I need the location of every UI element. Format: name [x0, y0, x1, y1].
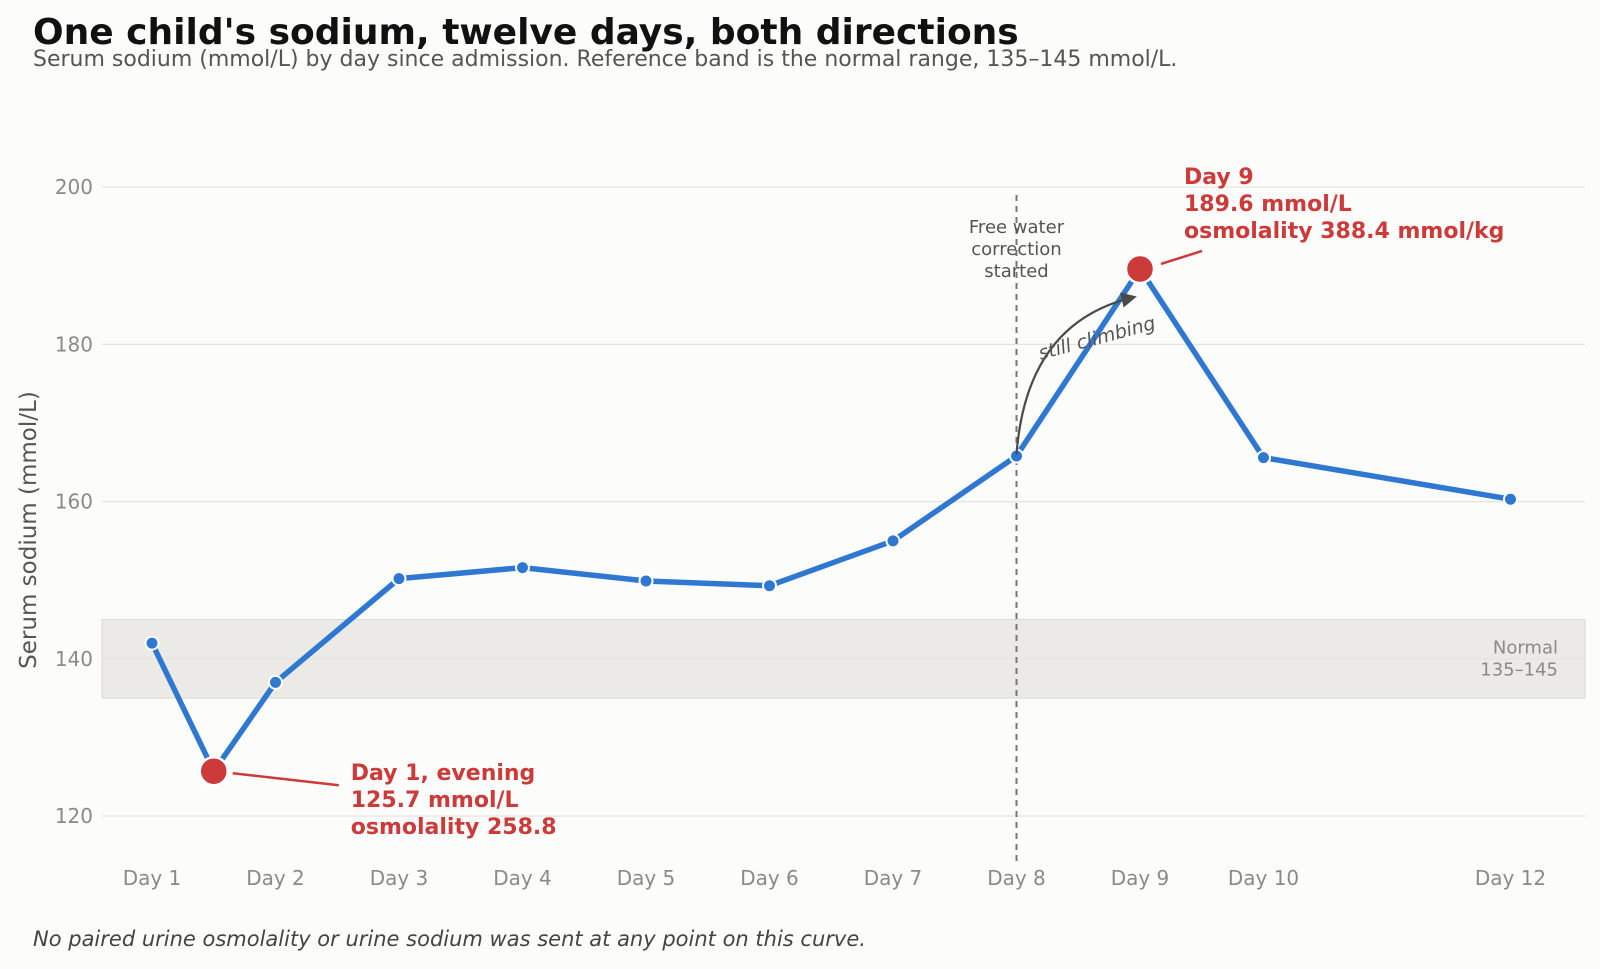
x-axis-ticks: Day 1 Day 2 Day 3 Day 4 Day 5 Day 6 Day 7 Day 8…: [123, 866, 1546, 890]
x-tick-label: Day 10: [1228, 866, 1299, 890]
x-tick-label: Day 8: [987, 866, 1046, 890]
data-point: [762, 578, 777, 594]
y-tick-label: 200: [55, 175, 93, 199]
y-tick-label: 120: [55, 804, 93, 828]
callout-label-line: Day 1, evening: [351, 761, 536, 786]
data-point: [1256, 450, 1271, 466]
gridlines: [102, 186, 1585, 817]
callout-label-line: 125.7 mmol/L: [351, 788, 519, 813]
y-axis-label: Serum sodium (mmol/L): [16, 391, 42, 669]
series-layer: [144, 253, 1518, 787]
data-point: [885, 533, 901, 549]
y-axis-ticks: 120 140 160 180 200: [55, 175, 93, 828]
data-point: [391, 571, 407, 587]
reference-band-label: Normal 135–145: [1480, 638, 1558, 681]
callout-label-line: osmolality 258.8: [351, 815, 557, 840]
x-tick-label: Day 5: [617, 866, 676, 890]
reference-band-label-line: 135–145: [1480, 660, 1558, 681]
callout-label: Day 1, evening 125.7 mmol/L osmolality 258…: [351, 761, 557, 840]
event-label-line: Free water: [969, 217, 1065, 238]
highlight-point: [1124, 253, 1156, 285]
highlight-point: [198, 755, 229, 787]
event-label: Free water correction started: [969, 217, 1065, 282]
callout-label-line: Day 9: [1184, 165, 1254, 190]
data-point: [1503, 491, 1518, 507]
y-tick-label: 180: [55, 332, 93, 356]
event-label-line: started: [984, 261, 1048, 282]
x-tick-label: Day 3: [370, 866, 429, 890]
callout-leader: [232, 771, 339, 787]
data-point: [638, 573, 654, 589]
x-tick-label: Day 1: [123, 866, 182, 890]
data-point: [144, 635, 160, 651]
trend-annotation-label: still climbing: [1036, 312, 1158, 364]
x-tick-label: Day 9: [1111, 866, 1170, 890]
callout-label-line: osmolality 388.4 mmol/kg: [1184, 219, 1504, 244]
footnote: No paired urine osmolality or urine sodi…: [33, 927, 866, 951]
x-tick-label: Day 7: [864, 866, 923, 890]
callout-label-line: 189.6 mmol/L: [1184, 192, 1352, 217]
series-line: [149, 266, 1514, 774]
x-tick-label: Day 4: [493, 866, 552, 890]
chart-title: One child's sodium, twelve days, both di…: [33, 12, 1019, 53]
event-label-line: correction: [971, 239, 1061, 260]
callout-label: Day 9 189.6 mmol/L osmolality 388.4 mmol/k…: [1184, 165, 1504, 244]
reference-band-label-line: Normal: [1493, 638, 1558, 659]
x-tick-label: Day 12: [1475, 866, 1546, 890]
data-point: [268, 674, 283, 690]
callout-leader: [1160, 249, 1203, 266]
y-tick-label: 140: [55, 647, 93, 671]
x-tick-label: Day 6: [740, 866, 799, 890]
data-point: [515, 560, 530, 576]
annotation-layer: still climbing Day 1, evening 125.7 mmol/L…: [232, 165, 1504, 840]
chart-subtitle: Serum sodium (mmol/L) by day since admis…: [33, 47, 1177, 72]
x-tick-label: Day 2: [246, 866, 305, 890]
y-tick-label: 160: [55, 490, 93, 514]
trend-arrow: [1015, 292, 1137, 455]
event-marker-layer: Free water correction started: [969, 195, 1065, 862]
